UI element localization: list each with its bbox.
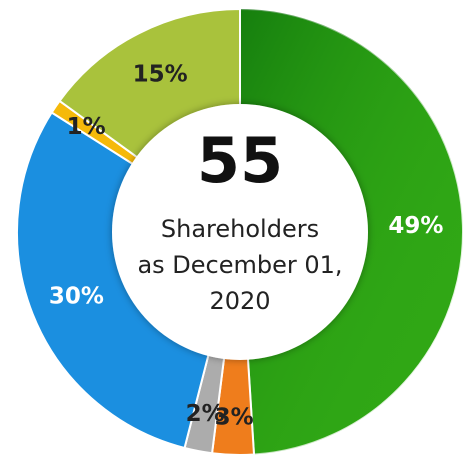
center-text: as December 01, (137, 251, 342, 279)
center-text: 2020 (209, 287, 270, 315)
data-label: 2% (186, 401, 225, 427)
center-value: 55 (197, 124, 283, 197)
data-label: 3% (215, 404, 254, 430)
data-label: 49% (388, 213, 443, 239)
labels: 49% 3%2% 30% 1% 15% (49, 62, 444, 431)
data-label: 30% (49, 283, 104, 309)
center-disc (112, 104, 368, 360)
center-text: Shareholders (161, 215, 319, 243)
data-label: 1% (67, 114, 106, 140)
data-label: 15% (133, 62, 188, 88)
